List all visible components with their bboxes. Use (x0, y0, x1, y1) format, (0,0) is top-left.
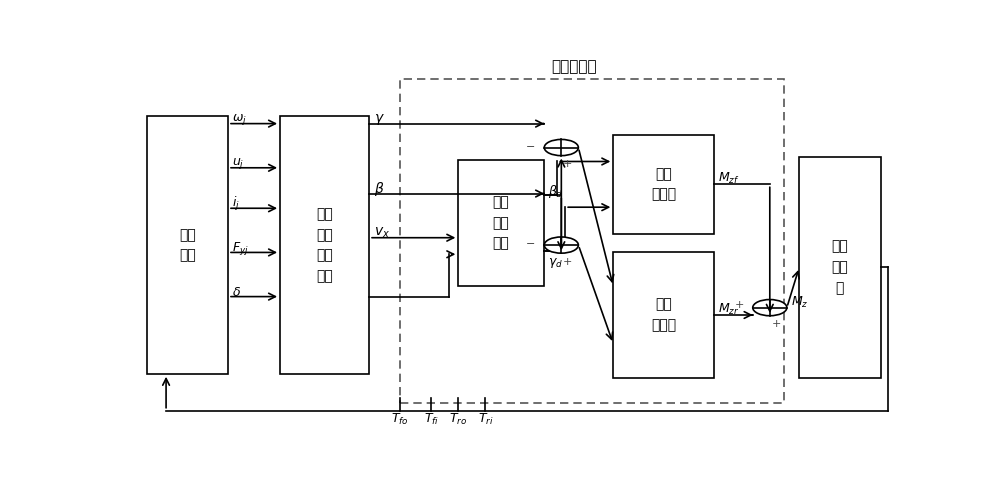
Text: $v_x$: $v_x$ (374, 226, 390, 240)
Bar (147, 116, 228, 374)
Text: $T_{fo}$: $T_{fo}$ (391, 413, 409, 427)
Text: $+$: $+$ (734, 299, 744, 310)
Bar (799, 157, 881, 378)
Text: $T_{ro}$: $T_{ro}$ (449, 413, 467, 427)
Text: $\beta_d$: $\beta_d$ (548, 183, 564, 199)
Text: $F_{yj}$: $F_{yj}$ (232, 239, 249, 257)
Text: 车辆
状态
估计
系统: 车辆 状态 估计 系统 (316, 207, 333, 283)
Text: 上层控制器: 上层控制器 (552, 59, 597, 74)
Text: 车辆
模型: 车辆 模型 (179, 228, 196, 262)
Text: 下层
控制
器: 下层 控制 器 (832, 239, 848, 295)
Text: $\beta$: $\beta$ (374, 180, 384, 198)
Bar (458, 161, 544, 285)
Text: $M_{zr}$: $M_{zr}$ (718, 302, 739, 317)
Text: $\delta$: $\delta$ (232, 286, 241, 299)
Circle shape (753, 300, 787, 316)
Text: $\gamma$: $\gamma$ (374, 112, 385, 127)
Text: $T_{ri}$: $T_{ri}$ (478, 413, 493, 427)
Bar (280, 116, 369, 374)
Circle shape (544, 140, 578, 156)
Bar (613, 135, 714, 234)
Text: 前馈
控制器: 前馈 控制器 (651, 167, 676, 202)
Text: $u_j$: $u_j$ (232, 156, 244, 171)
Text: $\omega_j$: $\omega_j$ (232, 112, 247, 127)
Text: $+$: $+$ (562, 158, 573, 169)
Circle shape (544, 237, 578, 253)
Text: $T_{fi}$: $T_{fi}$ (424, 413, 439, 427)
Text: $-$: $-$ (525, 140, 535, 150)
Text: $M_z$: $M_z$ (791, 294, 808, 310)
Bar (613, 252, 714, 378)
Text: $-$: $-$ (525, 237, 535, 247)
Text: $+$: $+$ (562, 256, 573, 267)
Text: 车辆
参考
模型: 车辆 参考 模型 (492, 196, 509, 250)
Text: $i_j$: $i_j$ (232, 195, 240, 213)
Text: $M_{zf}$: $M_{zf}$ (718, 171, 739, 186)
Text: $\gamma_d$: $\gamma_d$ (548, 256, 563, 271)
Text: 反馈
控制器: 反馈 控制器 (651, 298, 676, 332)
Text: $+$: $+$ (771, 318, 781, 329)
Bar (400, 79, 784, 403)
